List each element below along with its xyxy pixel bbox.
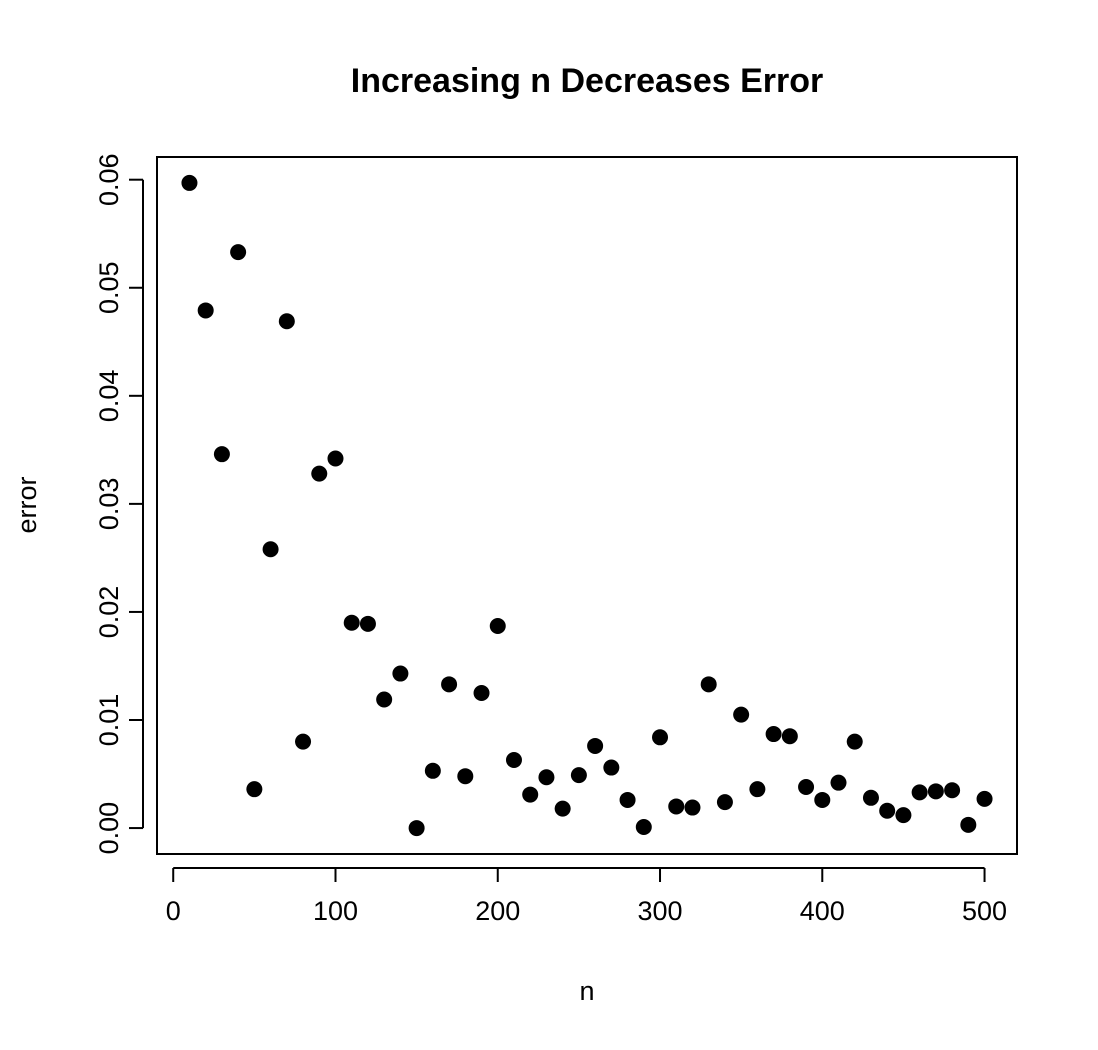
data-point (278, 313, 295, 330)
data-point (538, 769, 555, 786)
data-point (716, 794, 733, 811)
y-tick-label: 0.03 (94, 478, 124, 531)
data-point (522, 786, 539, 803)
data-point (684, 799, 701, 816)
y-axis-label: error (12, 476, 42, 533)
data-point (376, 691, 393, 708)
data-point (473, 684, 490, 701)
data-point (570, 767, 587, 784)
chart-title: Increasing n Decreases Error (351, 62, 823, 100)
data-point (976, 790, 993, 807)
data-point (359, 615, 376, 632)
plot-frame (156, 156, 1018, 855)
data-point (960, 816, 977, 833)
data-point (879, 802, 896, 819)
data-point (749, 781, 766, 798)
y-tick-label: 0.00 (94, 802, 124, 855)
x-tick-label: 400 (800, 896, 845, 926)
data-point (505, 751, 522, 768)
y-tick-label: 0.06 (94, 153, 124, 206)
data-point (181, 174, 198, 191)
data-point (213, 446, 230, 463)
data-point (668, 798, 685, 815)
data-point (392, 665, 409, 682)
x-tick-label: 200 (475, 896, 520, 926)
data-point (927, 783, 944, 800)
data-point (343, 614, 360, 631)
data-point (311, 465, 328, 482)
y-axis: 0.00 0.01 0.02 0.03 0.04 0.05 0.06 (94, 153, 144, 855)
data-point (814, 791, 831, 808)
y-tick-label: 0.02 (94, 586, 124, 639)
y-tick-label: 0.01 (94, 694, 124, 747)
data-point (635, 818, 652, 835)
data-point (441, 676, 458, 693)
x-axis: 0 100 200 300 400 500 (166, 867, 1007, 926)
data-point (944, 782, 961, 799)
data-point (424, 762, 441, 779)
data-point (765, 726, 782, 743)
y-tick-label: 0.05 (94, 261, 124, 314)
data-point (911, 784, 928, 801)
data-point (230, 244, 247, 261)
x-tick-label: 300 (637, 896, 682, 926)
data-point (408, 820, 425, 837)
data-point (619, 791, 636, 808)
data-point (197, 302, 214, 319)
data-point (603, 759, 620, 776)
data-point (700, 676, 717, 693)
data-points (181, 174, 993, 837)
x-tick-label: 100 (313, 896, 358, 926)
x-axis-label: n (579, 976, 594, 1006)
data-point (798, 779, 815, 796)
data-point (587, 737, 604, 754)
y-tick-label: 0.04 (94, 370, 124, 423)
data-point (262, 541, 279, 558)
data-point (895, 807, 912, 824)
data-point (327, 450, 344, 467)
data-point (554, 800, 571, 817)
data-point (781, 728, 798, 745)
data-point (652, 729, 669, 746)
data-point (457, 768, 474, 785)
data-point (733, 706, 750, 723)
data-point (489, 617, 506, 634)
data-point (830, 774, 847, 791)
data-point (295, 733, 312, 750)
x-tick-label: 500 (962, 896, 1007, 926)
data-point (246, 781, 263, 798)
data-point (862, 789, 879, 806)
data-point (846, 733, 863, 750)
x-tick-label: 0 (166, 896, 181, 926)
